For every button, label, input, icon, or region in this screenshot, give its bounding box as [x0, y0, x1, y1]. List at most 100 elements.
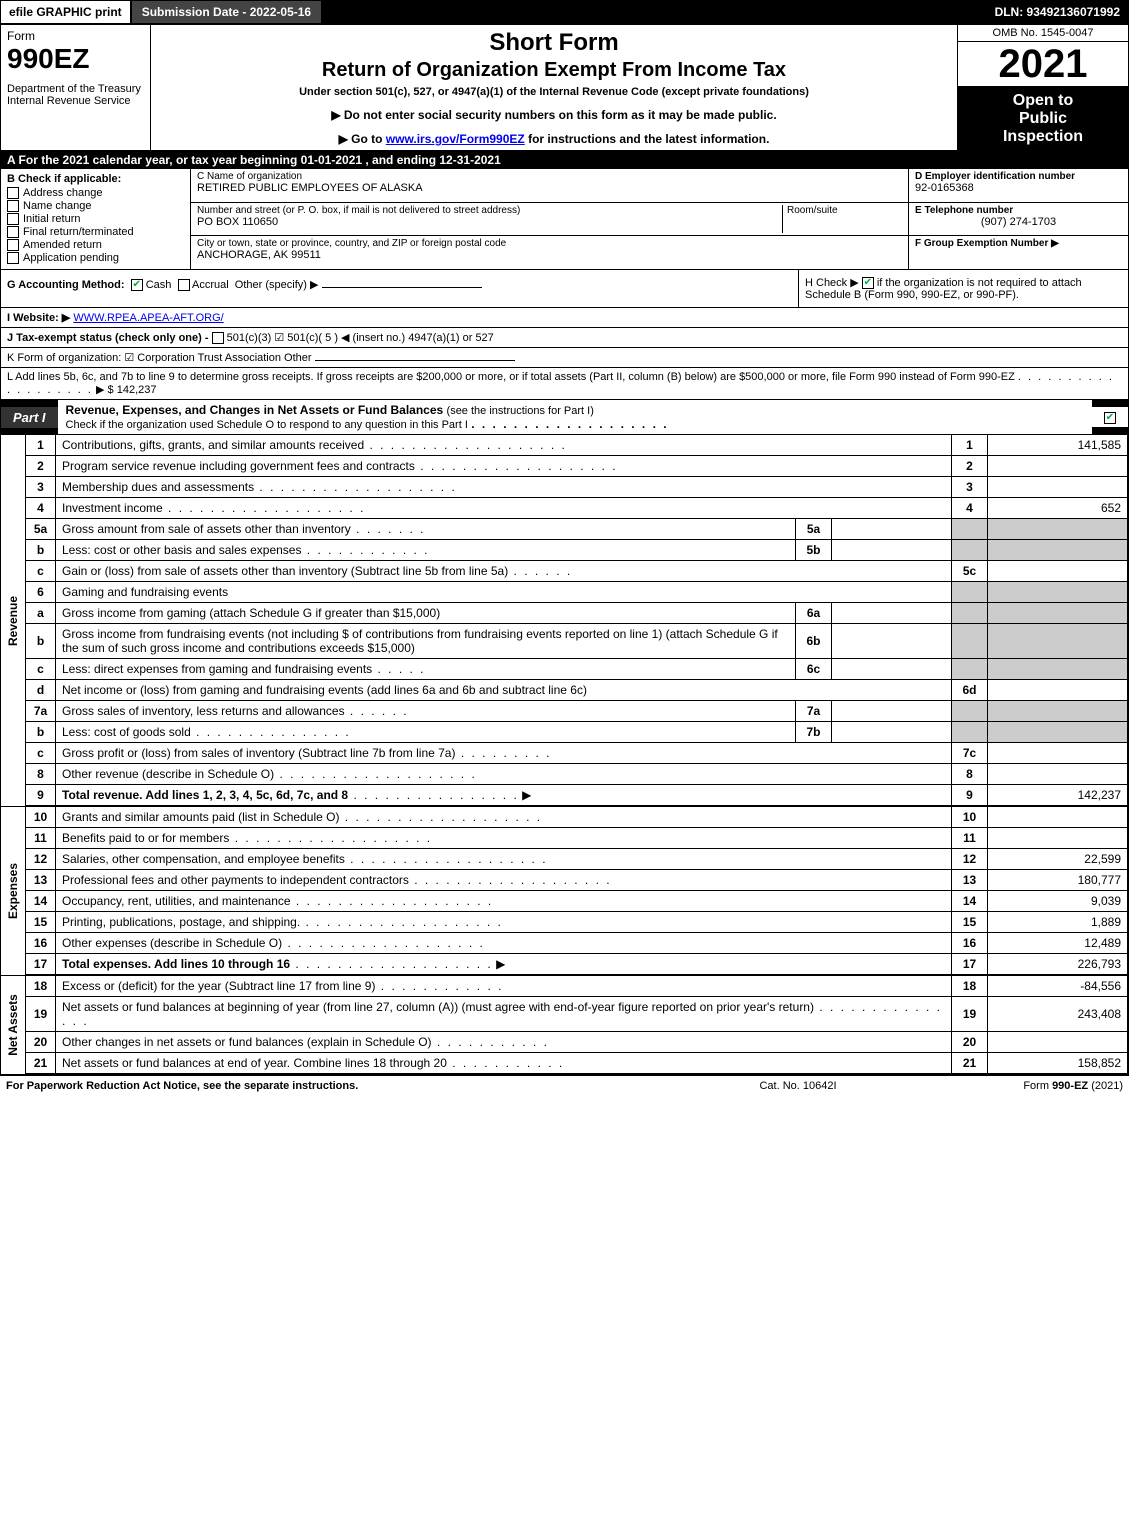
expenses-table: 10 Grants and similar amounts paid (list…: [25, 807, 1128, 975]
chk-name-change[interactable]: Name change: [7, 200, 184, 212]
org-name-value: RETIRED PUBLIC EMPLOYEES OF ALASKA: [197, 182, 902, 194]
expenses-vlabel: Expenses: [1, 807, 25, 975]
line-16: 16 Other expenses (describe in Schedule …: [26, 933, 1128, 954]
j-label: J Tax-exempt status (check only one) -: [7, 332, 209, 344]
form-title: Short Form: [157, 29, 951, 57]
line-2: 2 Program service revenue including gove…: [26, 456, 1128, 477]
amt-18: -84,556: [988, 976, 1128, 997]
b-label: B Check if applicable:: [7, 173, 184, 185]
line-14: 14 Occupancy, rent, utilities, and maint…: [26, 891, 1128, 912]
form-word: Form: [7, 29, 144, 43]
form-header: Form 990EZ Department of the Treasury In…: [0, 24, 1129, 151]
part1-title: Revenue, Expenses, and Changes in Net As…: [58, 400, 1092, 434]
amt-15: 1,889: [988, 912, 1128, 933]
section-def: D Employer identification number 92-0165…: [908, 169, 1128, 269]
arrow-9: ▶: [522, 788, 531, 802]
line-15: 15 Printing, publications, postage, and …: [26, 912, 1128, 933]
chk-cash[interactable]: [131, 279, 143, 291]
line-6c: c Less: direct expenses from gaming and …: [26, 659, 1128, 680]
k-text: K Form of organization: ☑ Corporation Tr…: [7, 352, 312, 364]
dots2: . . . . . . . . . . . . . . . . . . .: [471, 417, 668, 431]
amt-10: [988, 807, 1128, 828]
line-6: 6 Gaming and fundraising events: [26, 582, 1128, 603]
line-7a: 7a Gross sales of inventory, less return…: [26, 701, 1128, 722]
group-exemption-row: F Group Exemption Number ▶: [909, 236, 1128, 269]
i-label: I Website: ▶: [7, 312, 70, 324]
tel-label: E Telephone number: [915, 205, 1122, 216]
amt-2: [988, 456, 1128, 477]
addr-value: PO BOX 110650: [197, 216, 782, 228]
website-link[interactable]: WWW.RPEA.APEA-AFT.ORG/: [73, 312, 223, 324]
line-5c: c Gain or (loss) from sale of assets oth…: [26, 561, 1128, 582]
chk-amended-return[interactable]: Amended return: [7, 239, 184, 251]
g-accrual: Accrual: [192, 279, 229, 291]
amt-11: [988, 828, 1128, 849]
section-g: G Accounting Method: Cash Accrual Other …: [1, 270, 798, 307]
revenue-vlabel: Revenue: [1, 435, 25, 806]
section-c: C Name of organization RETIRED PUBLIC EM…: [191, 169, 908, 269]
line-11: 11 Benefits paid to or for members . . .…: [26, 828, 1128, 849]
revenue-section: Revenue 1 Contributions, gifts, grants, …: [0, 435, 1129, 807]
org-name-label: C Name of organization: [197, 171, 902, 182]
g-other: Other (specify) ▶: [235, 279, 319, 291]
paperwork-notice: For Paperwork Reduction Act Notice, see …: [6, 1080, 673, 1092]
open-line3: Inspection: [962, 128, 1124, 146]
form-subtitle: Return of Organization Exempt From Incom…: [157, 59, 951, 82]
amt-20: [988, 1032, 1128, 1053]
amt-9: 142,237: [988, 785, 1128, 806]
part1-sub: (see the instructions for Part I): [447, 405, 594, 417]
amt-17: 226,793: [988, 954, 1128, 975]
open-line1: Open to: [962, 92, 1124, 110]
line-1: 1 Contributions, gifts, grants, and simi…: [26, 435, 1128, 456]
netassets-section: Net Assets 18 Excess or (deficit) for th…: [0, 976, 1129, 1075]
section-h: H Check ▶ if the organization is not req…: [798, 270, 1128, 307]
part1-check-text: Check if the organization used Schedule …: [66, 419, 468, 431]
chk-application-pending[interactable]: Application pending: [7, 252, 184, 264]
ssn-note: ▶ Do not enter social security numbers o…: [157, 108, 951, 122]
line-4: 4 Investment income . . . . . . . . . . …: [26, 498, 1128, 519]
department: Department of the Treasury Internal Reve…: [7, 83, 144, 107]
line-6b: b Gross income from fundraising events (…: [26, 624, 1128, 659]
line-6d: d Net income or (loss) from gaming and f…: [26, 680, 1128, 701]
chk-h[interactable]: [862, 277, 874, 289]
tel-value: (907) 274-1703: [915, 216, 1122, 228]
line-3: 3 Membership dues and assessments . . . …: [26, 477, 1128, 498]
info-grid: B Check if applicable: Address change Na…: [0, 169, 1129, 270]
part1-checkbox-cell: [1092, 407, 1128, 427]
irs-link[interactable]: www.irs.gov/Form990EZ: [386, 132, 525, 146]
chk-schedule-o[interactable]: [1104, 412, 1116, 424]
city-row: City or town, state or province, country…: [191, 236, 908, 269]
h-text: H Check ▶: [805, 277, 859, 289]
efile-print[interactable]: efile GRAPHIC print: [1, 1, 132, 23]
org-name-row: C Name of organization RETIRED PUBLIC EM…: [191, 169, 908, 203]
omb-number: OMB No. 1545-0047: [958, 25, 1128, 42]
under-section: Under section 501(c), 527, or 4947(a)(1)…: [157, 86, 951, 98]
submission-date: Submission Date - 2022-05-16: [132, 1, 321, 23]
goto-pre: ▶ Go to: [339, 132, 386, 146]
tel-row: E Telephone number (907) 274-1703: [909, 203, 1128, 237]
line-21: 21 Net assets or fund balances at end of…: [26, 1053, 1128, 1074]
amt-4: 652: [988, 498, 1128, 519]
amt-3: [988, 477, 1128, 498]
ge-label: F Group Exemption Number ▶: [915, 238, 1122, 249]
part1-label: Part I: [1, 407, 58, 428]
chk-initial-return[interactable]: Initial return: [7, 213, 184, 225]
line-9: 9 Total revenue. Add lines 1, 2, 3, 4, 5…: [26, 785, 1128, 806]
open-inspection: Open to Public Inspection: [958, 87, 1128, 150]
chk-address-change[interactable]: Address change: [7, 187, 184, 199]
ein-label: D Employer identification number: [915, 171, 1122, 182]
section-a: A For the 2021 calendar year, or tax yea…: [0, 151, 1129, 169]
amt-19: 243,408: [988, 997, 1128, 1032]
page-footer: For Paperwork Reduction Act Notice, see …: [0, 1075, 1129, 1096]
chk-501c3[interactable]: [212, 332, 224, 344]
chk-final-return[interactable]: Final return/terminated: [7, 226, 184, 238]
part1-header: Part I Revenue, Expenses, and Changes in…: [0, 400, 1129, 435]
amt-16: 12,489: [988, 933, 1128, 954]
cat-number: Cat. No. 10642I: [673, 1080, 923, 1092]
expenses-section: Expenses 10 Grants and similar amounts p…: [0, 807, 1129, 976]
chk-accrual[interactable]: [178, 279, 190, 291]
line-5a: 5a Gross amount from sale of assets othe…: [26, 519, 1128, 540]
amt-8: [988, 764, 1128, 785]
city-label: City or town, state or province, country…: [197, 238, 902, 249]
revenue-table: 1 Contributions, gifts, grants, and simi…: [25, 435, 1128, 806]
